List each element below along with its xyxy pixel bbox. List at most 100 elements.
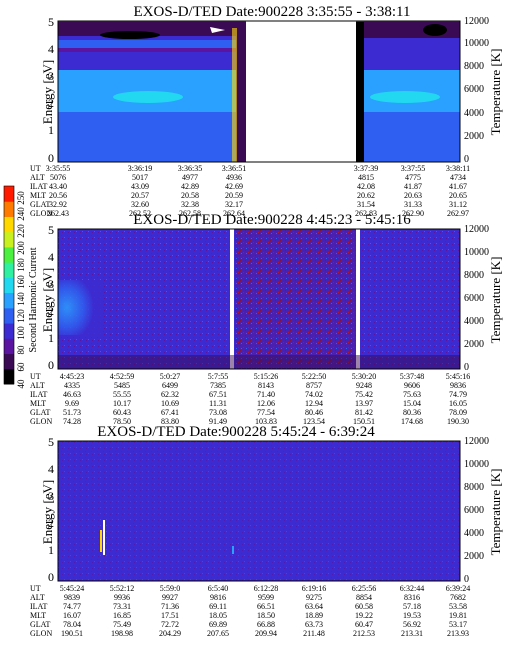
table-cell: 72.72 [161,620,179,629]
panel-2-y2tick: 12000 [464,224,489,235]
table-cell: 55.55 [113,390,131,399]
table-cell: 9839 [64,593,80,602]
panel-2-frame [57,228,461,370]
table-cell: 53.58 [449,602,467,611]
table-cell: 60.47 [355,620,373,629]
row-label-alt: ALT [30,173,45,182]
table-cell: 16.85 [113,611,131,620]
table-cell: 12.06 [257,399,275,408]
table-cell: 62.32 [161,390,179,399]
panel-3-y2tick: 0 [464,574,469,585]
row-label-alt: ALT [30,381,45,390]
table-cell: 41.87 [404,182,422,191]
panel-1-y2tick: 12000 [464,16,489,27]
panel-1-y2tick: 8000 [464,61,484,72]
colorbar-swatch [4,246,14,263]
table-cell: 9927 [162,593,178,602]
panel-3-y2tick: 2000 [464,551,484,562]
colorbar-tick: 120 [16,309,26,323]
panel-3-ytick: 4 [48,462,54,476]
row-label-ilat: ILAT [30,182,47,191]
panel-1-ytick: 3 [48,69,54,83]
table-cell: 57.18 [403,602,421,611]
table-cell: 43.40 [49,182,67,191]
table-cell: 42.89 [181,182,199,191]
table-cell: 9936 [114,593,130,602]
table-cell: 9599 [258,593,274,602]
table-cell: 31.33 [404,200,422,209]
table-cell: 16.07 [63,611,81,620]
panel-2-row-labels: UT ALT ILAT MLT GLAT GLON [30,372,52,426]
table-cell: 74.28 [63,417,81,426]
table-cell: 5:0:27 [160,372,180,381]
panel-3-title: EXOS-D/TED Date:900228 5:45:24 - 6:39:24 [97,424,375,440]
table-cell: 213.93 [447,629,469,638]
table-cell: 81.42 [355,408,373,417]
table-cell: 19.53 [403,611,421,620]
panel-3-col-1: 5:45:24 9839 74.77 16.07 78.04 190.51 [60,584,84,638]
table-cell: 73.31 [113,602,131,611]
table-cell: 9836 [450,381,466,390]
panel-1-col-6: 3:37:55 4775 41.87 20.63 31.33 262.90 [401,164,425,218]
panel-2-ytick: 5 [48,223,54,237]
table-cell: 91.49 [209,417,227,426]
table-cell: 20.58 [181,191,199,200]
panel-3-ylabel: Energy [eV] [40,480,55,544]
table-cell: 20.65 [449,191,467,200]
table-cell: 20.57 [131,191,149,200]
table-cell: 20.59 [225,191,243,200]
table-cell: 3:37:39 [354,164,378,173]
table-cell: 75.63 [403,390,421,399]
table-cell: 3:36:19 [128,164,152,173]
colorbar-tick: 180 [16,258,26,272]
table-cell: 5076 [50,173,66,182]
table-cell: 212.53 [353,629,375,638]
table-cell: 103.83 [255,417,277,426]
table-cell: 9.69 [65,399,79,408]
table-cell: 5:22:50 [302,372,326,381]
panel-3-y2tick: 12000 [464,436,489,447]
panel-3-col-7: 6:25:56 8854 60.58 19.22 60.47 212.53 [352,584,376,638]
panel-2-ytick: 4 [48,250,54,264]
table-cell: 69.89 [209,620,227,629]
colorbar-swatch [4,353,14,370]
table-cell: 211.48 [303,629,325,638]
panel-1-y2label: Temperature [K] [488,49,503,136]
table-cell: 43.09 [131,182,149,191]
panel-1-title: EXOS-D/TED Date:900228 3:35:55 - 3:38:11 [134,4,411,20]
row-label-ut: UT [30,372,41,381]
table-cell: 41.67 [449,182,467,191]
panel-3-ytick: 1 [48,543,54,557]
table-cell: 42.69 [225,182,243,191]
panel-1-table: UT ALT ILAT MLT GLAT GLON 3:35:55 5076 4… [30,164,470,218]
panel-1-ylabel: Energy [eV] [40,60,55,124]
panel-3-ytick: 0 [48,570,54,584]
table-cell: 4:52:59 [110,372,134,381]
table-cell: 5:30:20 [352,372,376,381]
table-cell: 5:52:12 [110,584,134,593]
row-label-glon: GLON [30,629,52,638]
colorbar-tick: 250 [16,191,26,205]
table-cell: 8854 [356,593,372,602]
table-cell: 60.43 [113,408,131,417]
panel-2-col-4: 5:7:55 7385 67.51 11.31 73.08 91.49 [208,372,228,426]
panel-2-table: UT ALT ILAT MLT GLAT GLON 4:45:23 4335 4… [30,372,470,426]
table-cell: 66.51 [257,602,275,611]
table-cell: 5:45:24 [60,584,84,593]
colorbar-tick: 80 [16,345,26,355]
panel-2-ytick: 0 [48,358,54,372]
table-cell: 9606 [404,381,420,390]
table-cell: 18.05 [209,611,227,620]
table-cell: 32.60 [131,200,149,209]
panel-3-y2tick: 4000 [464,528,484,539]
colorbar-swatch [4,201,14,217]
table-cell: 190.30 [447,417,469,426]
colorbar-swatch [4,338,14,355]
table-cell: 123.54 [303,417,325,426]
table-cell: 8143 [258,381,274,390]
panel-2-y2tick: 10000 [464,247,489,258]
panel-1-heatmap [58,21,460,162]
table-cell: 10.17 [113,399,131,408]
table-cell: 204.29 [159,629,181,638]
table-cell: 67.41 [161,408,179,417]
